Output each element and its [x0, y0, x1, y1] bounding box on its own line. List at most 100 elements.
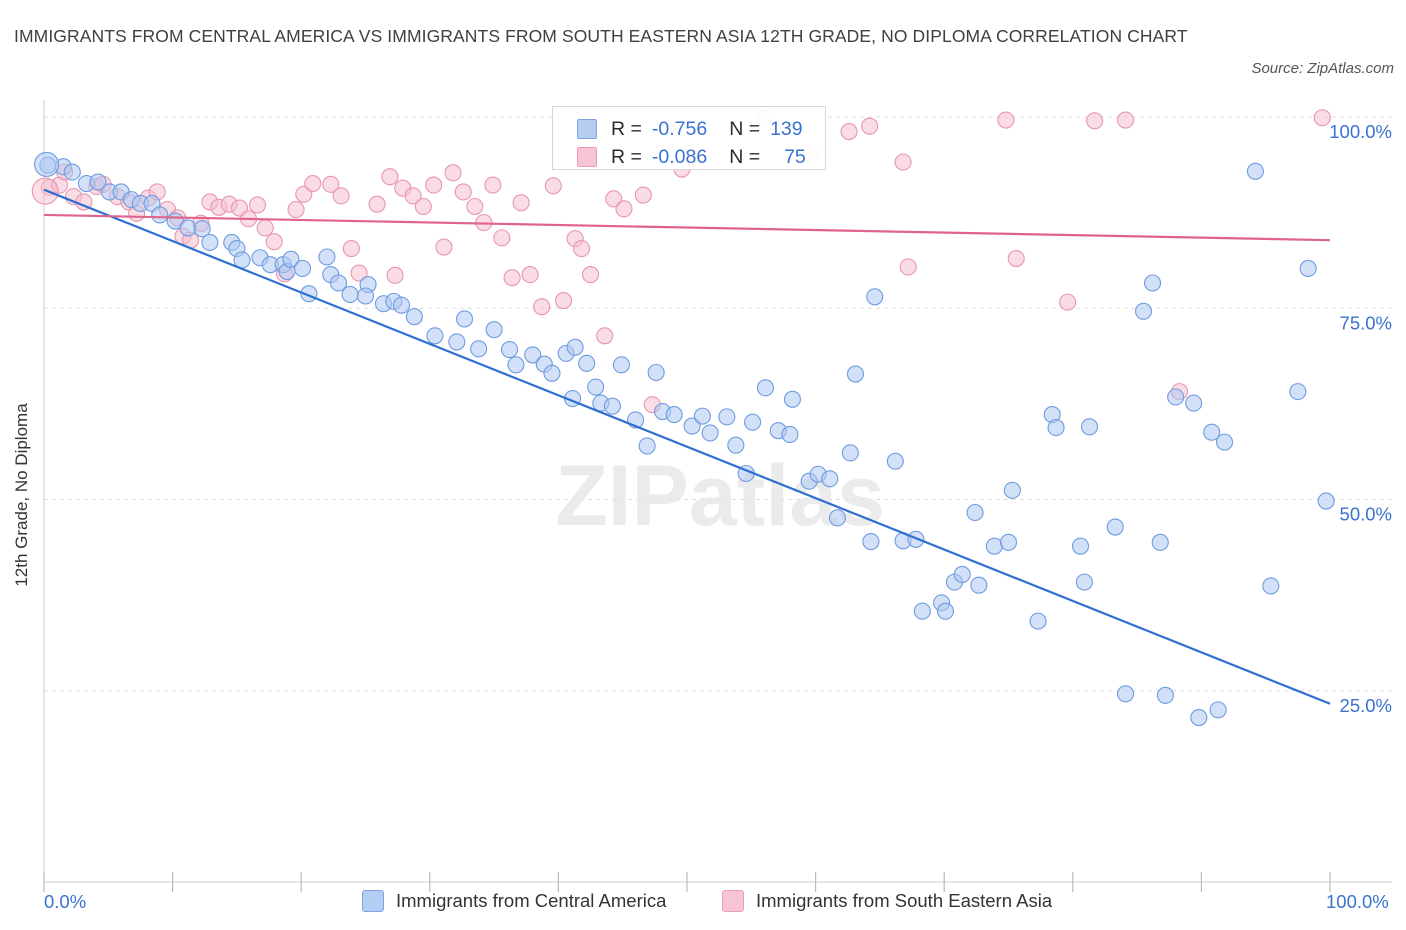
data-point: [1313, 109, 1331, 127]
data-point: [693, 407, 711, 425]
data-point: [936, 602, 955, 620]
data-point: [1059, 293, 1077, 311]
data-point: [840, 122, 858, 141]
data-point: [1029, 612, 1047, 630]
data-point: [179, 219, 197, 237]
data-point: [821, 470, 839, 488]
data-point: [426, 327, 444, 345]
y-tick-label: 25.0%: [1340, 695, 1392, 716]
data-point: [425, 176, 443, 194]
data-point: [524, 346, 542, 364]
data-point: [444, 164, 462, 182]
data-point: [578, 354, 596, 372]
data-point: [500, 341, 519, 359]
data-point: [1007, 249, 1025, 268]
data-point: [781, 425, 799, 444]
watermark: ZIPatlas: [555, 448, 885, 544]
data-point: [1086, 112, 1104, 130]
stats-legend: R = -0.756 N = 139 R = -0.086 N = 75: [552, 106, 826, 170]
data-point: [544, 177, 562, 195]
data-point: [287, 201, 305, 219]
data-point: [886, 452, 904, 470]
data-point: [533, 298, 551, 316]
data-point: [718, 408, 736, 426]
data-point: [1190, 708, 1208, 727]
data-point: [966, 503, 984, 522]
y-tick-label: 75.0%: [1340, 312, 1392, 333]
data-point: [1317, 492, 1335, 510]
data-point: [1075, 573, 1093, 591]
data-point: [612, 356, 630, 374]
data-point: [318, 248, 336, 266]
data-point: [1289, 383, 1307, 401]
y-tick-label: 100.0%: [1329, 121, 1392, 142]
r-label: R =: [611, 145, 642, 168]
y-tick-labels: 100.0% 75.0% 50.0% 25.0%: [1329, 121, 1392, 716]
data-point: [1299, 259, 1317, 278]
data-point: [572, 240, 591, 258]
data-point: [293, 259, 312, 278]
data-point: [1080, 418, 1099, 436]
data-point: [1246, 162, 1264, 180]
data-point: [683, 417, 701, 435]
data-point: [1215, 433, 1234, 451]
bottom-legend-label: Immigrants from South Eastern Asia: [756, 890, 1053, 911]
x-tick-label-max: 100.0%: [1326, 891, 1389, 912]
data-point: [1134, 302, 1153, 320]
y-axis-label: 12th Grade, No Diploma: [12, 403, 31, 587]
n-label: N =: [729, 117, 761, 140]
data-point: [999, 533, 1018, 551]
data-point: [1047, 419, 1065, 437]
data-point: [605, 190, 623, 208]
trend-lines: [43, 188, 1331, 705]
data-point: [201, 233, 219, 252]
data-point: [521, 266, 539, 284]
bottom-legend-label: Immigrants from Central America: [396, 890, 667, 911]
data-point: [34, 151, 60, 177]
data-point: [543, 364, 561, 382]
data-point: [503, 269, 521, 287]
y-tick-label: 50.0%: [1340, 504, 1392, 525]
data-point: [322, 175, 340, 193]
legend-row-pink: R = -0.086 N = 75: [577, 145, 806, 169]
data-point: [581, 266, 600, 284]
data-point: [997, 111, 1015, 129]
data-point: [381, 168, 399, 186]
data-point: [1116, 111, 1135, 129]
data-point: [414, 197, 432, 216]
data-point: [866, 288, 884, 306]
data-point: [1151, 533, 1169, 551]
data-point: [744, 413, 762, 431]
data-point: [862, 533, 880, 551]
data-point: [1143, 274, 1162, 292]
blue-swatch: [577, 119, 597, 139]
bottom-legend-central-america: Immigrants from Central America: [362, 890, 666, 912]
data-point: [634, 186, 652, 204]
chart-title: IMMIGRANTS FROM CENTRAL AMERICA VS IMMIG…: [14, 26, 1188, 46]
data-point: [861, 117, 879, 135]
trend-line-central-america: [43, 188, 1331, 705]
n-value: 139: [770, 117, 803, 140]
axes: [43, 100, 1392, 892]
data-point: [913, 602, 931, 620]
data-point: [392, 296, 411, 314]
data-point: [1209, 701, 1227, 719]
data-point: [265, 233, 283, 251]
data-point: [507, 356, 525, 374]
r-value: -0.756: [651, 117, 708, 140]
data-point: [368, 195, 386, 213]
data-point: [846, 365, 865, 383]
data-point: [356, 287, 375, 305]
data-point: [448, 333, 466, 351]
data-point: [485, 321, 503, 339]
data-point: [727, 436, 745, 454]
data-point: [341, 285, 359, 304]
data-point: [1203, 423, 1221, 441]
pink-swatch: [722, 890, 744, 912]
source-label: Source: ZipAtlas.com: [1251, 60, 1394, 77]
data-point: [350, 264, 368, 282]
data-point: [638, 437, 656, 455]
r-label: R =: [611, 117, 642, 140]
blue-swatch: [362, 890, 384, 912]
